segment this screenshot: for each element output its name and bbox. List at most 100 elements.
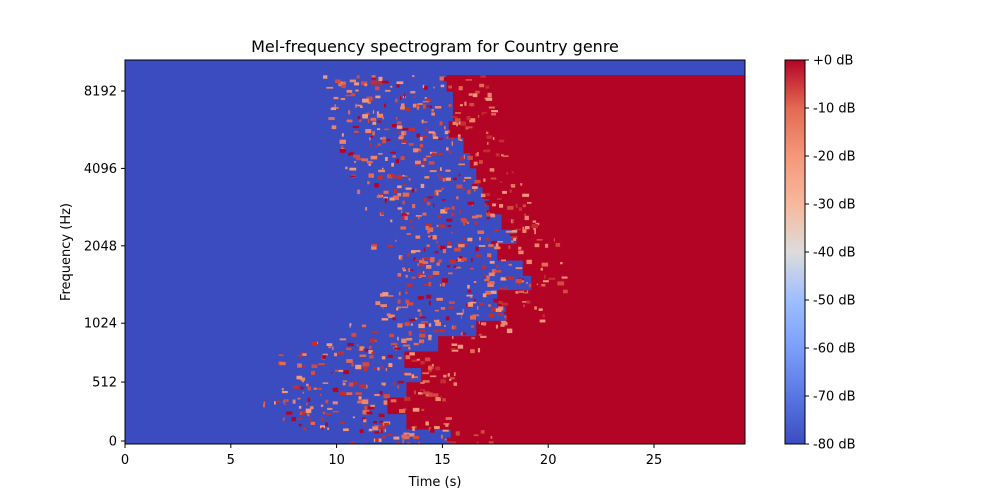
spectrogram-speckle: [326, 442, 328, 444]
spectrogram-speckle: [451, 349, 459, 352]
spectrogram-speckle: [463, 179, 466, 182]
spectrogram-speckle: [440, 209, 448, 214]
spectrogram-speckle: [402, 200, 405, 205]
spectrogram-speckle: [475, 246, 479, 252]
spectrogram-speckle: [370, 80, 378, 85]
spectrogram-speckle: [445, 423, 449, 427]
spectrogram-speckle: [534, 229, 537, 235]
spectrogram-speckle: [357, 189, 361, 195]
spectrogram-speckle: [410, 91, 416, 94]
spectrogram-speckle: [393, 436, 400, 440]
spectrogram-speckle: [552, 266, 557, 270]
spectrogram-speckle: [423, 261, 429, 265]
spectrogram-speckle: [533, 269, 540, 275]
spectrogram-speckle: [434, 426, 440, 430]
spectrogram-speckle: [345, 94, 351, 97]
colorbar-tick-label: +0 dB: [813, 54, 853, 69]
spectrogram-speckle: [342, 382, 346, 386]
spectrogram-speckle: [408, 331, 412, 336]
spectrogram-speckle: [435, 189, 442, 193]
spectrogram-speckle: [421, 408, 425, 412]
spectrogram-speckle: [522, 204, 526, 208]
spectrogram-speckle: [382, 422, 385, 426]
spectrogram-speckle: [450, 441, 457, 444]
spectrogram-speckle: [418, 215, 420, 220]
spectrogram-speckle: [430, 375, 437, 378]
spectrogram-speckle: [436, 388, 440, 391]
spectrogram-speckle: [425, 225, 429, 230]
spectrogram-speckle: [440, 245, 446, 251]
spectrogram-speckle: [483, 323, 486, 326]
spectrogram-speckle: [333, 352, 338, 357]
spectrogram-speckle: [483, 178, 486, 182]
spectrogram-speckle: [263, 401, 266, 404]
spectrogram-speckle: [486, 237, 489, 241]
spectrogram-speckle: [379, 293, 385, 297]
spectrogram-speckle: [372, 121, 377, 125]
spectrogram-speckle: [469, 431, 471, 435]
spectrogram-speckle: [490, 214, 496, 218]
spectrogram-speckle: [541, 262, 549, 267]
spectrogram-speckle: [494, 170, 496, 174]
spectrogram-speckle: [339, 148, 346, 153]
spectrogram-speckle: [356, 157, 363, 161]
spectrogram-speckle: [500, 150, 505, 155]
spectrogram-speckle: [397, 193, 402, 197]
colorbar: [784, 59, 806, 445]
spectrogram-speckle: [453, 372, 456, 377]
spectrogram-speckle: [467, 155, 473, 160]
spectrogram-speckle: [349, 79, 356, 83]
spectrogram-speckle: [474, 179, 481, 184]
spectrogram-speckle: [371, 245, 377, 250]
colorbar-tick-label: -30 dB: [813, 198, 856, 213]
spectrogram-speckle: [505, 230, 513, 233]
spectrogram-speckle: [423, 283, 429, 286]
spectrogram-speckle: [354, 161, 357, 163]
spectrogram-speckle: [359, 384, 367, 389]
spectrogram-speckle: [517, 256, 522, 260]
spectrogram-speckle: [284, 403, 286, 405]
spectrogram-speckle: [420, 389, 426, 392]
spectrogram-speckle: [428, 323, 432, 327]
spectrogram-speckle: [502, 190, 507, 194]
spectrogram-speckle: [522, 193, 530, 197]
spectrogram-speckle: [451, 343, 458, 346]
spectrogram-speckle: [387, 174, 394, 179]
spectrogram-speckle: [463, 221, 466, 226]
spectrogram-speckle: [502, 155, 509, 157]
spectrogram-speckle: [362, 362, 370, 367]
spectrogram-speckle: [462, 332, 467, 335]
spectrogram-speckle: [398, 356, 402, 360]
spectrogram-speckle: [500, 259, 506, 262]
spectrogram-speckle: [323, 75, 328, 79]
spectrogram-speckle: [386, 138, 391, 141]
spectrogram-speckle: [425, 155, 431, 158]
spectrogram-speckle: [384, 128, 390, 131]
spectrogram-speckle: [307, 413, 310, 417]
spectrogram-speckle: [460, 156, 463, 161]
spectrogram-speckle: [403, 432, 410, 435]
spectrogram-speckle: [417, 272, 424, 278]
spectrogram-speckle: [495, 153, 500, 157]
spectrogram-speckle: [544, 274, 546, 279]
spectrogram-speckle: [440, 167, 442, 171]
spectrogram-speckle: [432, 136, 439, 139]
spectrogram-speckle: [355, 392, 362, 395]
spectrogram-speckle: [385, 89, 391, 92]
spectrogram-speckle: [483, 113, 491, 117]
spectrogram-speckle: [538, 308, 543, 311]
spectrogram-speckle: [443, 374, 447, 378]
spectrogram-speckle: [433, 319, 439, 323]
spectrogram-speckle: [470, 325, 475, 328]
spectrogram-speckle: [478, 160, 483, 164]
spectrogram-speckle: [377, 175, 383, 180]
spectrogram-speckle: [339, 81, 346, 86]
spectrogram-speckle: [433, 203, 435, 207]
spectrogram-speckle: [374, 424, 380, 427]
spectrogram-speckle: [387, 295, 394, 297]
spectrogram-speckle: [380, 365, 384, 369]
spectrogram-speckle: [425, 421, 429, 426]
spectrogram-speckle: [467, 97, 471, 100]
spectrogram-speckle: [441, 199, 446, 201]
spectrogram-speckle: [333, 96, 339, 100]
